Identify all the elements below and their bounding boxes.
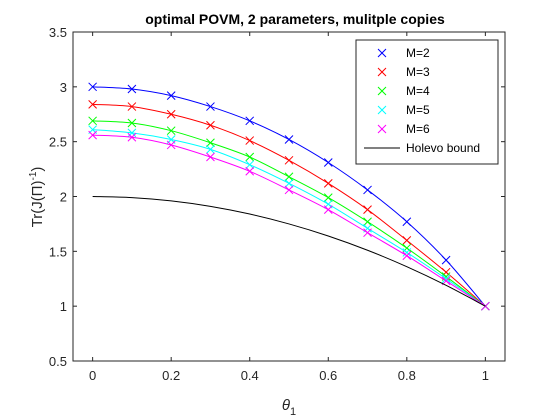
legend-item-1: M=3 xyxy=(377,65,430,79)
data-point-m-2-0 xyxy=(88,82,97,92)
y-axis-label-close: ) xyxy=(29,167,46,172)
legend-marker-3 xyxy=(377,105,387,115)
data-point-m-6-8 xyxy=(402,251,412,261)
axes: 0 0.2 0.4 0.6 0.8 1 0.5 1 1.5 2 2.5 3 3.5 xyxy=(49,25,506,383)
legend: M=2 M=3 M=4 M=5 M=6 Holevo bound xyxy=(355,39,499,165)
legend-item-3: M=5 xyxy=(377,103,430,117)
legend-label-0: M=2 xyxy=(406,46,430,60)
data-point-m-2-9 xyxy=(441,255,451,265)
legend-marker-1 xyxy=(377,67,387,77)
data-point-m-3-1 xyxy=(127,102,137,111)
data-point-m-3-3 xyxy=(206,120,215,130)
series-m-6 xyxy=(88,130,490,311)
chart-title: optimal POVM, 2 parameters, mulitple cop… xyxy=(145,11,445,27)
x-axis-label-subscript: 1 xyxy=(290,406,296,418)
data-point-m-4-0 xyxy=(88,116,97,126)
legend-label-1: M=3 xyxy=(406,65,430,79)
data-point-m-4-2 xyxy=(166,126,176,136)
legend-marker-0 xyxy=(377,48,387,58)
data-point-m-3-6 xyxy=(323,178,333,188)
y-axis-label-superscript: -1 xyxy=(28,171,39,180)
y-tick-label-6: 3.5 xyxy=(49,25,67,40)
y-tick-label-1: 1 xyxy=(60,299,67,314)
x-tick-label-0: 0 xyxy=(89,368,96,383)
legend-label-4: M=6 xyxy=(406,122,430,136)
data-point-m-6-2 xyxy=(166,140,176,150)
data-point-m-2-5 xyxy=(284,135,294,144)
y-axis-label-main: Tr(J(Π) xyxy=(29,180,46,227)
data-point-m-3-7 xyxy=(363,205,372,215)
legend-item-0: M=2 xyxy=(377,46,430,60)
data-point-m-6-3 xyxy=(206,152,215,162)
y-tick-label-0: 0.5 xyxy=(49,354,67,369)
x-tick-label-3: 0.6 xyxy=(319,368,337,383)
data-point-m-2-6 xyxy=(323,158,333,167)
data-point-m-2-8 xyxy=(402,217,412,227)
data-point-m-3-8 xyxy=(402,236,412,245)
legend-marker-2 xyxy=(377,86,387,96)
data-point-m-2-3 xyxy=(206,102,215,111)
data-point-m-4-3 xyxy=(206,138,215,148)
data-point-m-2-2 xyxy=(166,91,176,100)
data-point-m-3-5 xyxy=(284,155,294,165)
data-point-m-6-6 xyxy=(323,205,333,215)
series-m-2 xyxy=(88,82,490,311)
data-point-m-4-5 xyxy=(284,172,294,182)
x-tick-label-1: 0.2 xyxy=(162,368,180,383)
legend-label-3: M=5 xyxy=(406,103,430,117)
data-point-m-3-4 xyxy=(245,136,255,145)
data-point-m-3-0 xyxy=(88,100,97,109)
data-point-m-6-5 xyxy=(284,185,294,195)
data-point-m-5-5 xyxy=(284,178,294,188)
data-point-m-6-10 xyxy=(481,301,490,311)
data-point-m-6-0 xyxy=(88,130,97,140)
data-point-m-4-4 xyxy=(245,152,255,162)
y-axis-label: Tr(J(Π)-1) xyxy=(28,167,46,228)
data-point-m-3-2 xyxy=(166,109,176,119)
legend-marker-4 xyxy=(377,124,387,134)
legend-item-5: Holevo bound xyxy=(364,141,480,155)
data-point-m-5-9 xyxy=(441,274,451,284)
series-line-holevo-bound xyxy=(92,196,486,307)
data-point-m-2-1 xyxy=(127,84,137,94)
y-tick-label-5: 3 xyxy=(60,80,67,95)
data-point-m-5-1 xyxy=(127,128,137,138)
y-tick-label-4: 2.5 xyxy=(49,135,67,150)
legend-label-5: Holevo bound xyxy=(406,141,480,155)
data-point-m-4-6 xyxy=(323,193,333,202)
legend-label-2: M=4 xyxy=(406,84,430,98)
y-tick-label-3: 2 xyxy=(60,190,67,205)
x-axis-label: θ1 xyxy=(282,397,296,418)
y-tick-label-2: 1.5 xyxy=(49,244,67,259)
x-tick-label-4: 0.8 xyxy=(398,368,416,383)
data-point-m-5-4 xyxy=(245,160,255,170)
x-tick-label-5: 1 xyxy=(482,368,489,383)
legend-item-4: M=6 xyxy=(377,122,430,136)
x-tick-label-2: 0.4 xyxy=(241,368,259,383)
legend-item-2: M=4 xyxy=(377,84,430,98)
data-point-m-6-1 xyxy=(127,132,137,142)
data-point-m-5-8 xyxy=(402,248,412,257)
data-point-m-6-7 xyxy=(363,228,372,238)
series-holevo-bound xyxy=(92,196,486,307)
data-point-m-4-1 xyxy=(127,118,137,128)
data-point-m-5-3 xyxy=(206,144,215,154)
x-axis-label-main: θ xyxy=(282,397,290,414)
data-point-m-2-7 xyxy=(363,185,372,195)
data-point-m-2-4 xyxy=(245,116,255,126)
data-point-m-6-4 xyxy=(245,166,255,176)
legend-box xyxy=(355,39,499,165)
data-point-m-4-7 xyxy=(363,217,372,227)
